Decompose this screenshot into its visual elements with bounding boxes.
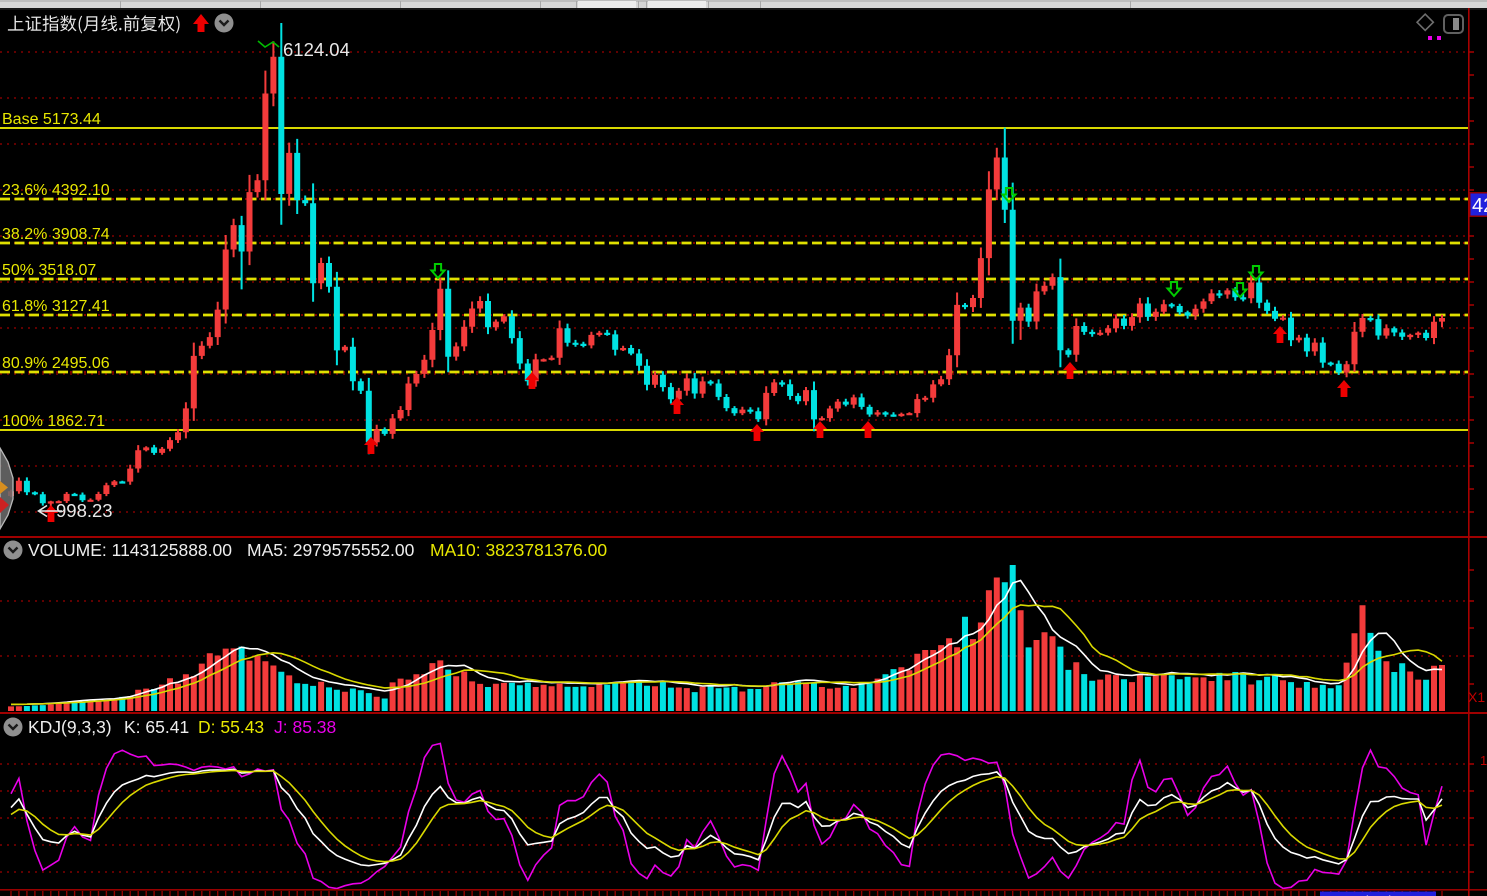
svg-text:998.23: 998.23: [56, 500, 113, 521]
svg-text:6124.04: 6124.04: [283, 39, 350, 60]
svg-text:2008/01/07: 2008/01/07: [1328, 894, 1408, 896]
svg-text:80.9% 2495.06: 80.9% 2495.06: [2, 355, 110, 372]
svg-text:1: 1: [1480, 753, 1487, 768]
svg-text:38.2% 3908.74: 38.2% 3908.74: [2, 226, 110, 243]
svg-text:428: 428: [1472, 195, 1487, 217]
svg-text:23.6% 4392.10: 23.6% 4392.10: [2, 182, 110, 199]
svg-text:K: 65.41: K: 65.41: [124, 717, 189, 737]
svg-text:X1: X1: [1468, 689, 1485, 705]
svg-text:VOLUME: 1143125888.00: VOLUME: 1143125888.00: [28, 540, 232, 560]
svg-text:D: 55.43: D: 55.43: [198, 717, 264, 737]
svg-text:J: 85.38: J: 85.38: [274, 717, 336, 737]
svg-text:50% 3518.07: 50% 3518.07: [2, 262, 96, 279]
svg-text:MA5: 2979575552.00: MA5: 2979575552.00: [247, 540, 415, 560]
svg-text:Base 5173.44: Base 5173.44: [2, 111, 101, 128]
svg-text:MA10: 3823781376.00: MA10: 3823781376.00: [430, 540, 607, 560]
svg-text:61.8% 3127.41: 61.8% 3127.41: [2, 298, 110, 315]
svg-text:KDJ(9,3,3): KDJ(9,3,3): [28, 717, 112, 737]
svg-text:100% 1862.71: 100% 1862.71: [2, 413, 105, 430]
